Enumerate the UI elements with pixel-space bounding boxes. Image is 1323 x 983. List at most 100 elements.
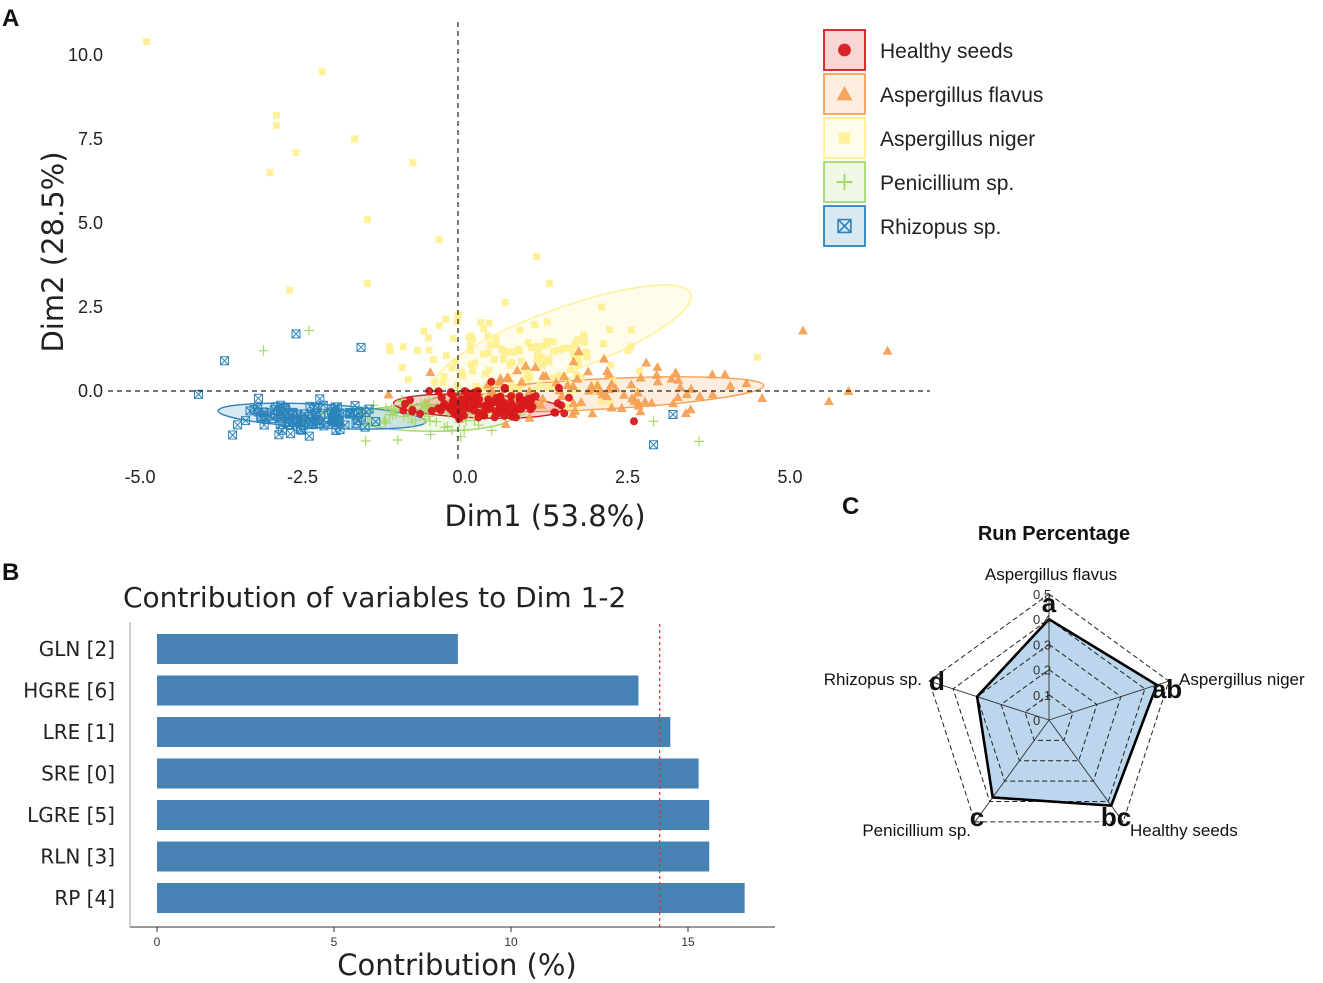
data-point [514,345,522,353]
data-point [459,425,470,436]
data-point [575,403,583,411]
data-point [439,379,447,387]
bar [157,717,671,747]
radar-grid-ring [976,643,1122,782]
data-point [624,347,632,355]
data-point [525,375,533,383]
data-point [606,402,617,412]
series-points [194,329,678,450]
data-point [465,333,473,341]
data-point [286,286,293,294]
radar-grid-ring [1024,694,1074,741]
x-tick-label: 2.5 [615,467,640,487]
bar [157,758,699,789]
data-point [506,362,514,370]
data-point [565,393,573,402]
data-point [228,430,238,440]
data-point [429,356,437,364]
data-point [530,361,541,371]
y-tick-label: 0.0 [78,381,103,401]
data-point [485,366,493,374]
data-point [425,334,433,342]
data-point [245,406,255,416]
data-point [424,416,435,427]
data-point [424,394,435,405]
data-point [495,373,506,383]
data-point [399,406,408,415]
x-tick-label: 5.0 [777,467,802,487]
data-point [391,408,402,419]
data-point [577,373,585,381]
data-point [597,398,605,406]
series-points [399,377,638,426]
legend-marker [837,218,852,234]
x-tick-label: -2.5 [287,467,318,487]
radar-outline [975,617,1159,807]
significance-letter: a [1042,588,1057,618]
data-point [448,364,456,372]
data-point [560,344,568,352]
data-point [459,372,467,380]
data-point [546,279,553,287]
data-point [543,337,551,345]
data-point [487,387,498,397]
bar [157,841,710,872]
data-point [606,378,617,388]
radar-axis-label: Aspergillus niger [1179,670,1305,689]
legend-marker [838,43,851,57]
bar-category-label: LGRE [5] [27,803,115,827]
data-point [143,38,150,46]
data-point [639,396,650,406]
data-point [484,349,492,357]
data-point [516,376,527,386]
data-point [304,325,314,336]
data-point [527,343,535,351]
data-point [569,350,577,358]
data-point [408,407,417,416]
data-point [419,403,430,414]
data-point [449,334,457,342]
data-point [425,346,433,354]
bar [157,800,710,830]
data-point [442,315,450,323]
data-point [635,406,646,416]
data-point [486,341,494,349]
data-point [475,395,484,404]
data-point [619,389,630,399]
data-point [583,353,591,361]
data-point [543,318,551,326]
data-point [568,356,579,366]
data-point [477,318,485,326]
data-point [882,345,893,355]
data-point [427,406,436,415]
x-tick-label: 15 [681,935,695,949]
panel-a: A -5.0 -2.5 0.0 2.5 5.0 0.0 2.5 5.0 7.5 10.0 Dim… [2,5,1043,533]
radar-spoke [929,680,1050,721]
data-point [277,425,287,435]
data-point [675,382,686,392]
data-point [599,340,607,348]
data-point [507,381,515,389]
data-point [629,395,640,405]
data-point [364,404,374,414]
data-point [555,372,563,380]
radar-spoke [974,719,1050,823]
data-point [573,357,581,365]
legend-marker [836,85,853,101]
data-point [486,425,497,436]
data-point [438,402,447,411]
data-point [406,417,417,428]
data-point [485,319,493,327]
data-point [550,374,558,382]
data-point [265,411,275,421]
data-point [524,412,535,422]
legend-marker [838,132,851,144]
data-point [403,410,414,421]
data-point [512,365,523,375]
bar-category-label: HGRE [6] [23,679,115,703]
radar-spoke [1048,680,1169,721]
data-point [435,322,443,330]
data-point [524,394,533,403]
data-point [439,422,450,433]
data-point [380,415,391,426]
